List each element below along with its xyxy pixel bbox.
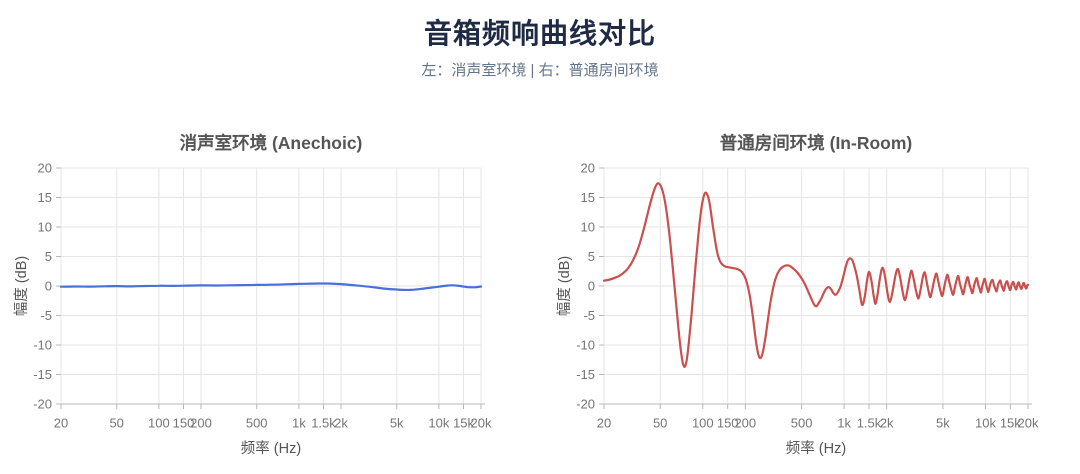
svg-text:1k: 1k — [837, 416, 851, 431]
svg-text:20: 20 — [54, 416, 68, 431]
svg-text:0: 0 — [588, 279, 595, 294]
svg-text:20k: 20k — [1018, 416, 1039, 431]
svg-text:-15: -15 — [576, 367, 595, 382]
svg-text:150: 150 — [173, 416, 195, 431]
svg-text:200: 200 — [734, 416, 756, 431]
page-subtitle: 左：消声室环境 | 右：普通房间环境 — [421, 62, 659, 79]
inroom-response-line — [602, 182, 1030, 368]
svg-text:20k: 20k — [471, 416, 492, 431]
svg-text:5: 5 — [45, 249, 52, 264]
svg-text:-5: -5 — [583, 308, 595, 323]
svg-text:5: 5 — [588, 249, 595, 264]
svg-text:10: 10 — [38, 220, 52, 235]
svg-text:100: 100 — [148, 416, 170, 431]
svg-text:15: 15 — [38, 190, 52, 205]
svg-text:500: 500 — [246, 416, 268, 431]
svg-text:-5: -5 — [40, 308, 52, 323]
svg-text:200: 200 — [190, 416, 212, 431]
x-axis-label: 频率 (Hz) — [241, 440, 301, 457]
svg-text:-15: -15 — [33, 367, 52, 382]
svg-text:10: 10 — [581, 220, 595, 235]
svg-text:20: 20 — [597, 416, 611, 431]
svg-text:0: 0 — [45, 279, 52, 294]
svg-text:-20: -20 — [33, 397, 52, 412]
svg-text:15k: 15k — [453, 416, 474, 431]
charts-row: 20 15 10 5 0 -5 -10 -15 -20 20 50 100 150 200 500 1k 1.5… — [0, 110, 1080, 474]
svg-text:15: 15 — [581, 190, 595, 205]
chart-title: 普通房间环境 (In-Room) — [720, 133, 912, 153]
svg-text:5k: 5k — [390, 416, 404, 431]
svg-text:-10: -10 — [33, 338, 52, 353]
svg-text:1.5k: 1.5k — [857, 416, 882, 431]
svg-text:1.5k: 1.5k — [311, 416, 336, 431]
svg-text:10k: 10k — [428, 416, 449, 431]
svg-text:10k: 10k — [975, 416, 996, 431]
svg-text:20: 20 — [581, 161, 595, 176]
page-title: 音箱频响曲线对比 — [423, 18, 656, 49]
svg-text:50: 50 — [109, 416, 123, 431]
y-axis-label: 幅度 (dB) — [13, 256, 30, 316]
y-axis-label: 幅度 (dB) — [556, 256, 573, 316]
svg-text:50: 50 — [653, 416, 667, 431]
svg-text:1k: 1k — [292, 416, 306, 431]
chart-panel-inroom: 20 15 10 5 0 -5 -10 -15 -20 20 50 100 150 200 500 1k 1.5… — [540, 110, 1080, 474]
svg-text:-10: -10 — [576, 338, 595, 353]
x-axis-label: 频率 (Hz) — [786, 440, 846, 457]
svg-text:100: 100 — [692, 416, 714, 431]
svg-text:500: 500 — [791, 416, 813, 431]
svg-text:2k: 2k — [334, 416, 348, 431]
anechoic-response-line — [59, 282, 483, 292]
svg-text:-20: -20 — [576, 397, 595, 412]
chart-panel-anechoic: 20 15 10 5 0 -5 -10 -15 -20 20 50 100 150 200 500 1k 1.5… — [0, 110, 540, 474]
chart-title: 消声室环境 (Anechoic) — [180, 133, 363, 153]
svg-text:20: 20 — [38, 161, 52, 176]
svg-text:2k: 2k — [880, 416, 894, 431]
svg-text:5k: 5k — [936, 416, 950, 431]
svg-text:150: 150 — [717, 416, 739, 431]
svg-text:15k: 15k — [1000, 416, 1021, 431]
